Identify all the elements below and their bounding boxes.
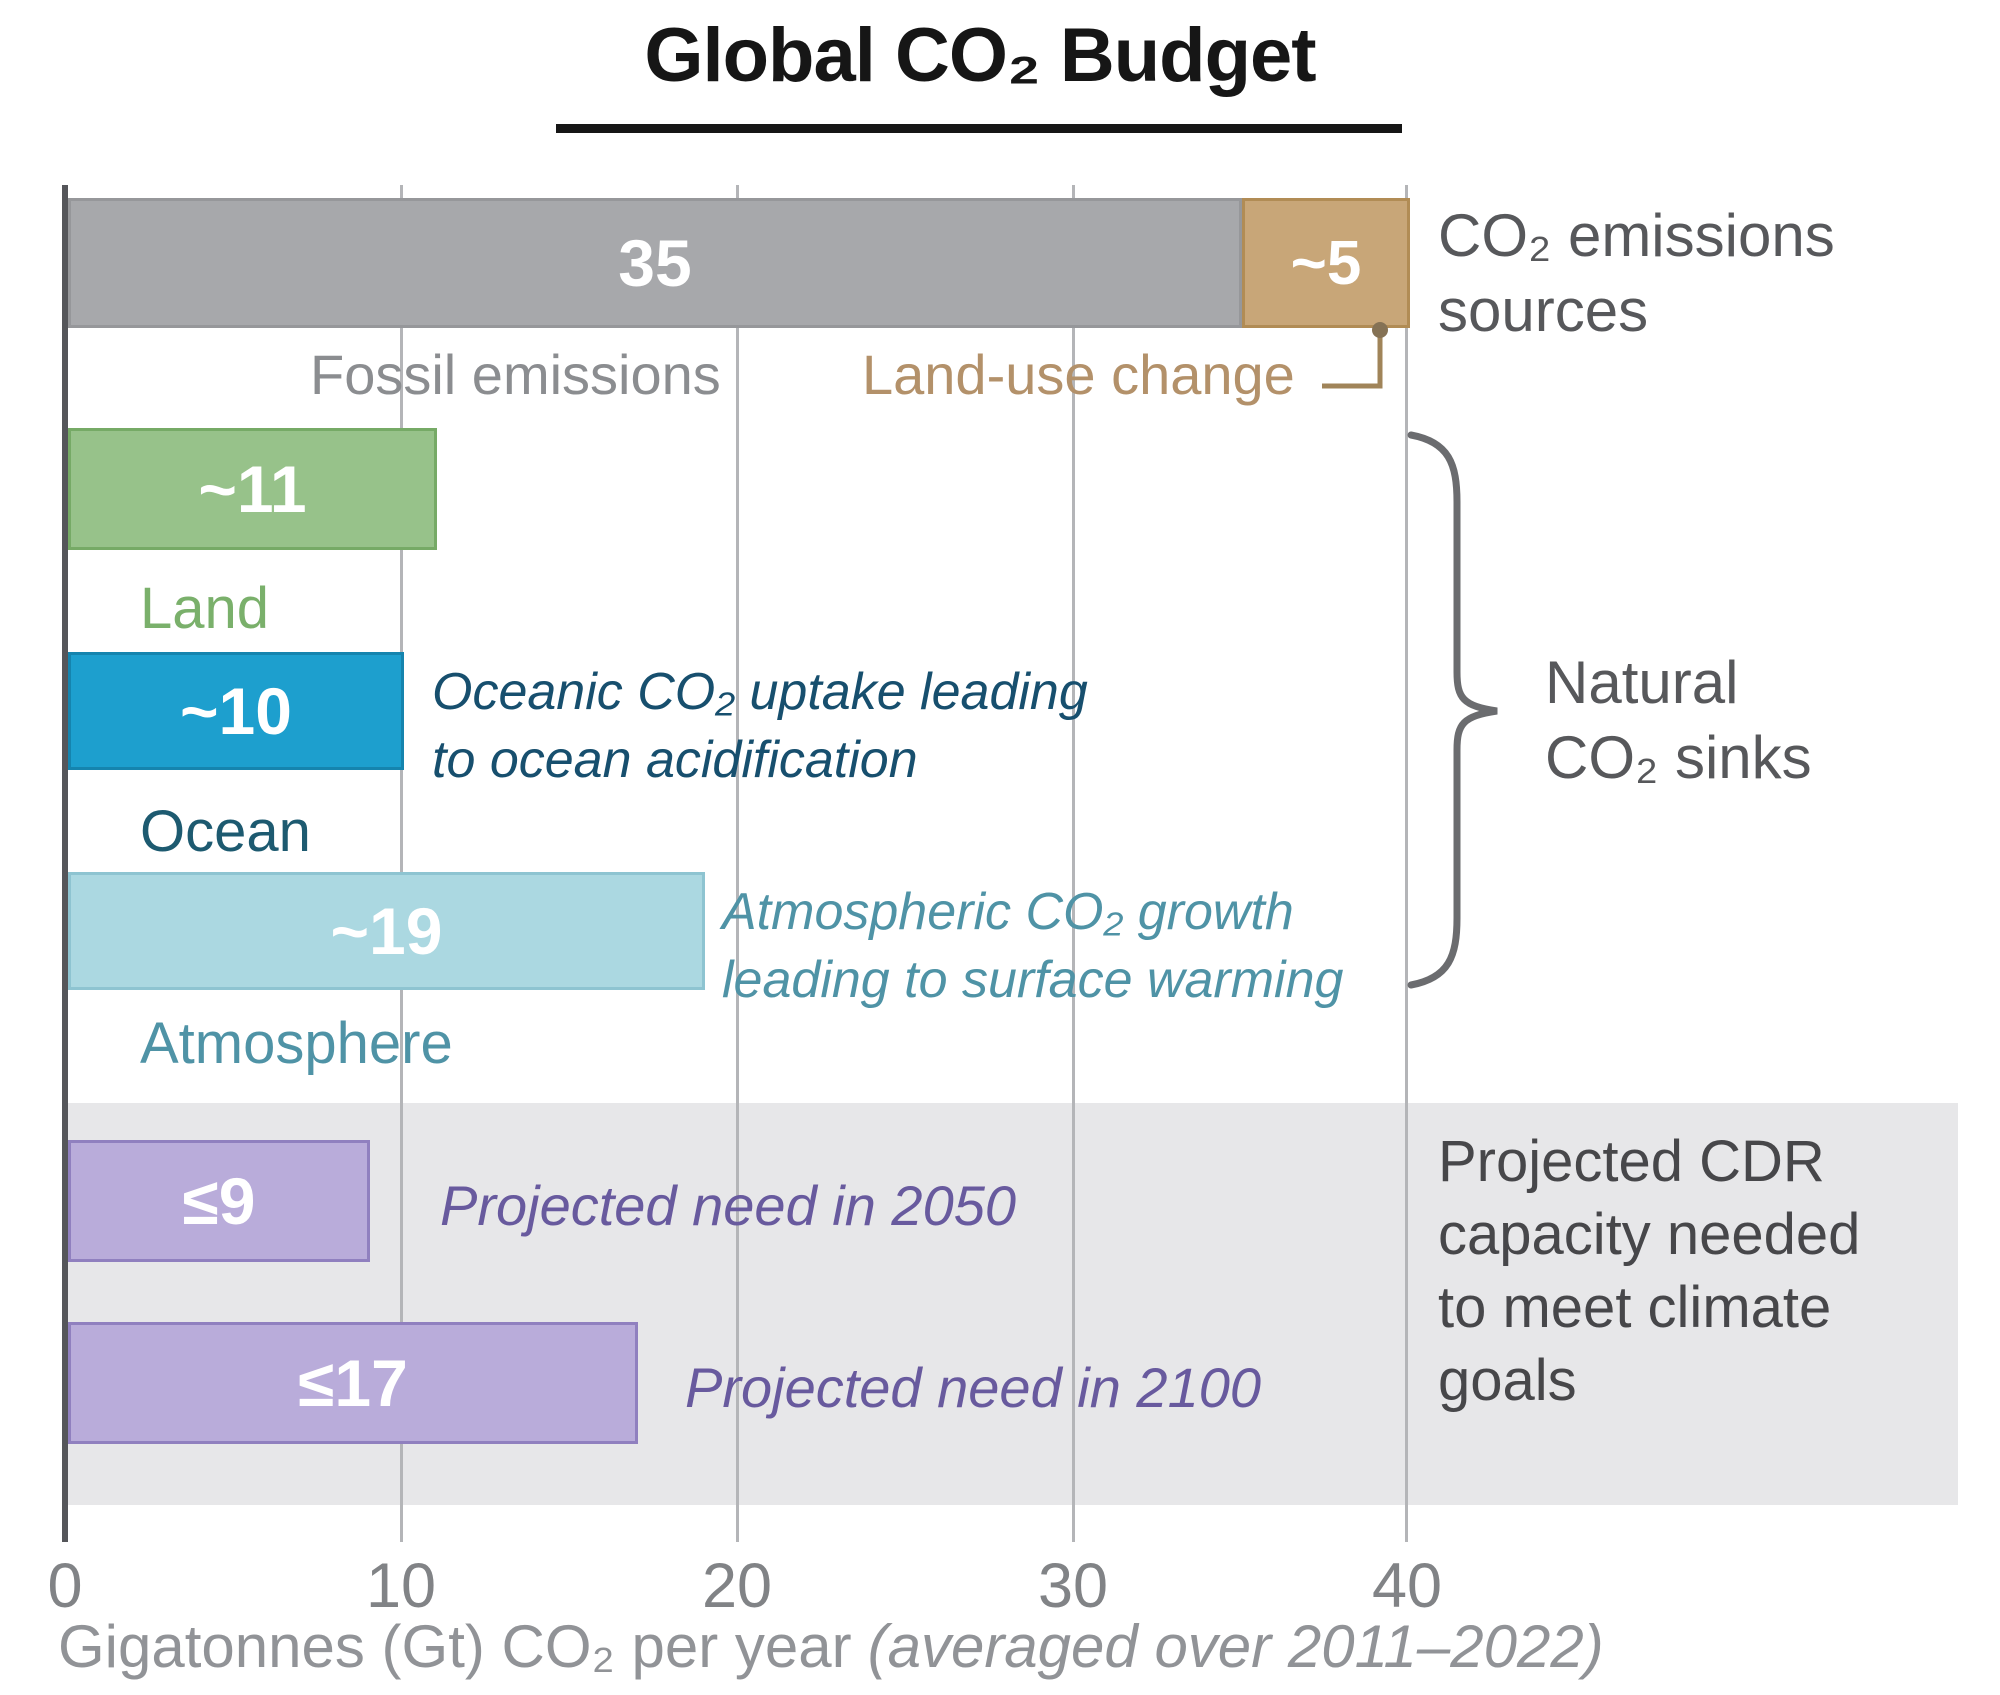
atmosphere-annotation-line1: Atmospheric CO₂ growth <box>722 883 1294 941</box>
x-axis-caption-note: (averaged over 2011–2022) <box>867 1613 1604 1680</box>
natural-sinks-line1: Natural <box>1545 649 1739 716</box>
fossil-emissions-segment: 35 <box>68 198 1242 328</box>
ocean-annotation-line2: to ocean acidification <box>432 731 918 789</box>
gridline-40 <box>1405 185 1408 1542</box>
atmosphere-label: Atmosphere <box>140 1011 453 1076</box>
cdr-2100-bar-row: ≤17 <box>68 1322 638 1444</box>
cdr-2050-value-label: ≤9 <box>182 1164 256 1238</box>
ocean-bar-row: ~10 <box>68 652 404 770</box>
natural-sinks-brace-icon <box>1407 431 1498 989</box>
chart-title: Global CO₂ Budget <box>644 13 1316 98</box>
cdr-2100-bar: ≤17 <box>68 1322 638 1444</box>
x-axis-caption: Gigatonnes (Gt) CO₂ per year (averaged ov… <box>58 1612 1604 1681</box>
ocean-value-label: ~10 <box>180 674 292 748</box>
gridline-10 <box>400 185 403 1542</box>
emissions-bar: 35 ~5 <box>68 198 1410 328</box>
gridline-20 <box>736 185 739 1542</box>
natural-sinks-line2: CO₂ sinks <box>1545 724 1812 791</box>
land-sink-bar: ~11 <box>68 428 437 550</box>
zero-axis-line <box>62 185 68 1542</box>
x-tick-10: 10 <box>365 1551 437 1621</box>
x-tick-40: 40 <box>1371 1551 1443 1621</box>
cdr-2050-bar: ≤9 <box>68 1140 370 1262</box>
emissions-sources-line2: sources <box>1438 277 1649 344</box>
land-use-connector-line <box>1322 322 1388 389</box>
land-bar-row: ~11 <box>68 428 437 550</box>
fossil-value-label: 35 <box>618 226 692 300</box>
title-underline <box>556 124 1402 133</box>
x-tick-20: 20 <box>701 1551 773 1621</box>
cdr-2100-value-label: ≤17 <box>298 1346 408 1420</box>
land-use-segment: ~5 <box>1242 198 1410 328</box>
land-label: Land <box>140 576 270 641</box>
gridline-30 <box>1072 185 1075 1542</box>
cdr-capacity-line1: Projected CDR <box>1438 1129 1825 1194</box>
ocean-sink-bar: ~10 <box>68 652 404 770</box>
cdr-capacity-line3: to meet climate <box>1438 1275 1832 1340</box>
cdr-2050-bar-row: ≤9 <box>68 1140 370 1262</box>
ocean-annotation-line1: Oceanic CO₂ uptake leading <box>432 663 1088 721</box>
cdr-capacity-line2: capacity needed <box>1438 1202 1861 1267</box>
emissions-sources-label: CO₂ emissions sources <box>1438 198 1835 348</box>
x-tick-30: 30 <box>1037 1551 1109 1621</box>
emissions-sources-line1: CO₂ emissions <box>1438 202 1835 269</box>
land-use-change-label: Land-use change <box>862 343 1295 406</box>
atmosphere-bar-row: ~19 <box>68 872 705 990</box>
x-axis-caption-main: Gigatonnes (Gt) CO₂ per year <box>58 1613 852 1680</box>
land-value-label: ~11 <box>198 452 307 526</box>
ocean-annotation: Oceanic CO₂ uptake leading to ocean acid… <box>432 658 1088 794</box>
atmosphere-annotation-line2: leading to surface warming <box>722 951 1344 1009</box>
cdr-2050-label: Projected need in 2050 <box>440 1174 1016 1237</box>
atmosphere-annotation: Atmospheric CO₂ growth leading to surfac… <box>722 878 1343 1014</box>
natural-sinks-label: Natural CO₂ sinks <box>1545 645 1812 795</box>
atmosphere-sink-bar: ~19 <box>68 872 705 990</box>
x-tick-0: 0 <box>47 1551 83 1621</box>
fossil-emissions-label: Fossil emissions <box>310 343 721 406</box>
atmosphere-value-label: ~19 <box>330 894 443 968</box>
land-use-value-label: ~5 <box>1290 228 1362 298</box>
cdr-capacity-label: Projected CDR capacity needed to meet cl… <box>1438 1125 1860 1417</box>
ocean-label: Ocean <box>140 799 311 864</box>
cdr-capacity-line4: goals <box>1438 1348 1577 1413</box>
cdr-2100-label: Projected need in 2100 <box>685 1356 1261 1419</box>
